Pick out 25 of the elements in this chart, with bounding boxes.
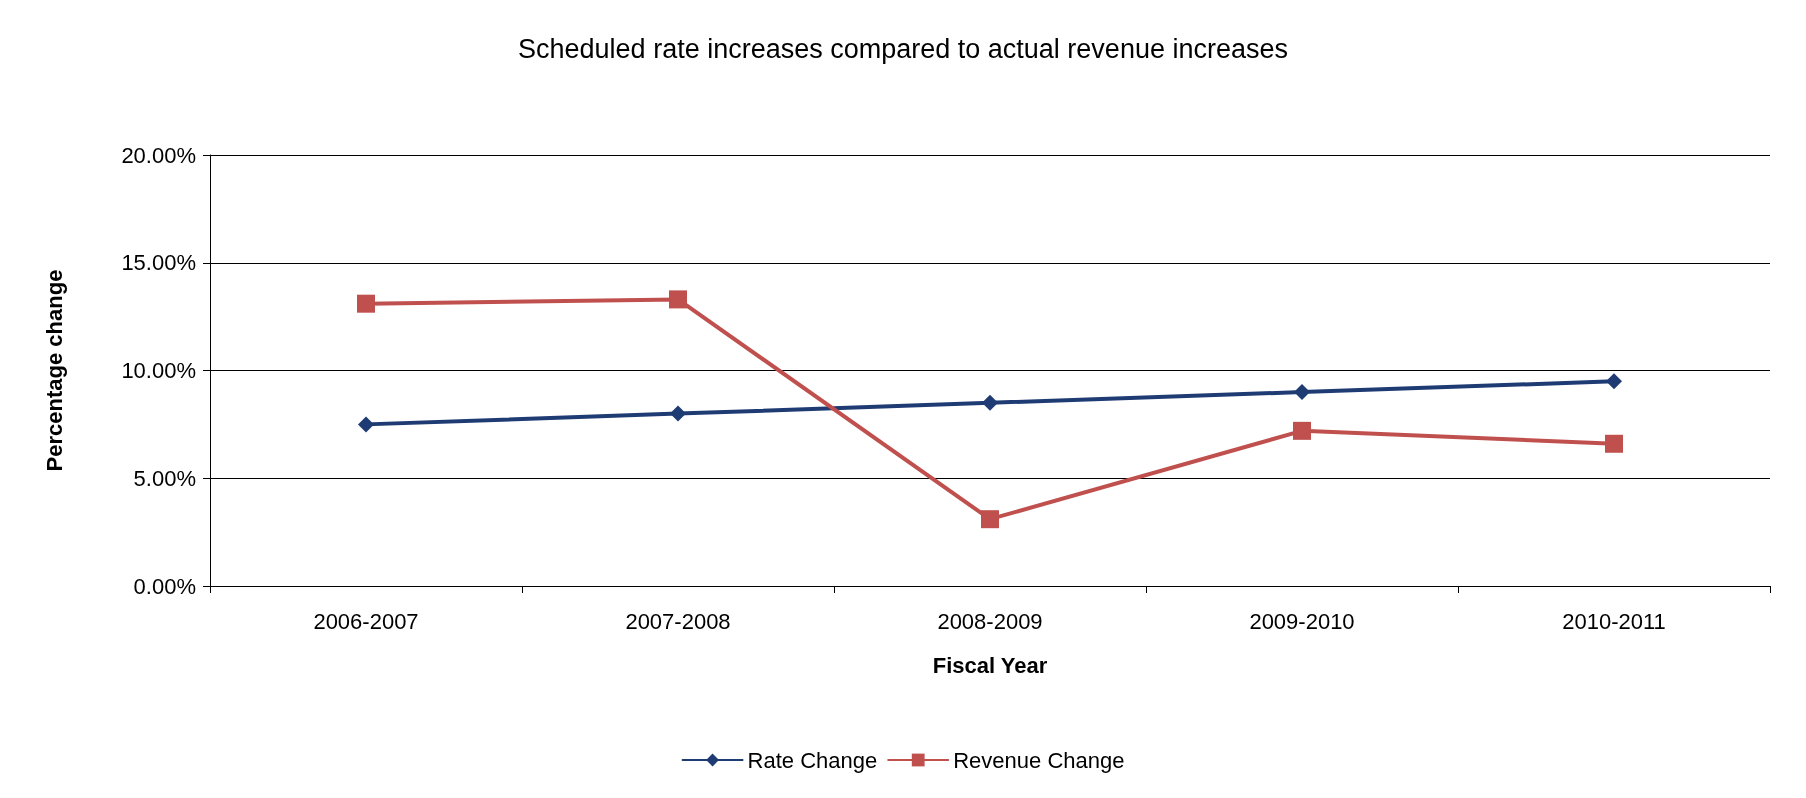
point [358, 416, 374, 433]
point [1605, 434, 1623, 453]
y-tick-label: 10.00% [121, 358, 196, 383]
point [1606, 373, 1622, 390]
point [670, 405, 686, 422]
y-tick-label: 5.00% [133, 465, 196, 491]
y-tick-label: 0.00% [133, 573, 196, 599]
x-axis-title: Fiscal Year [932, 652, 1048, 678]
y-tick-label: 20.00% [121, 142, 196, 168]
chart-title: Scheduled rate increases compared to actual revenue increases [518, 33, 1288, 64]
x-tick-label: 2008-2009 [937, 608, 1043, 634]
x-tick-label: 2007-2008 [625, 608, 731, 634]
y-tick-label: 15.00% [121, 250, 196, 276]
point [357, 294, 375, 313]
point [982, 394, 998, 411]
point [1294, 384, 1310, 401]
x-tick-label: 2006-2007 [313, 608, 419, 634]
point [1293, 421, 1311, 440]
x-tick-label: 2009-2010 [1249, 608, 1355, 634]
point [981, 510, 999, 529]
legend-label: Revenue Change [953, 747, 1125, 773]
legend-label: Rate Change [747, 747, 878, 773]
y-axis-title: Percentage change [41, 269, 67, 472]
point [669, 290, 687, 309]
x-tick-label: 2010-2011 [1562, 608, 1666, 634]
